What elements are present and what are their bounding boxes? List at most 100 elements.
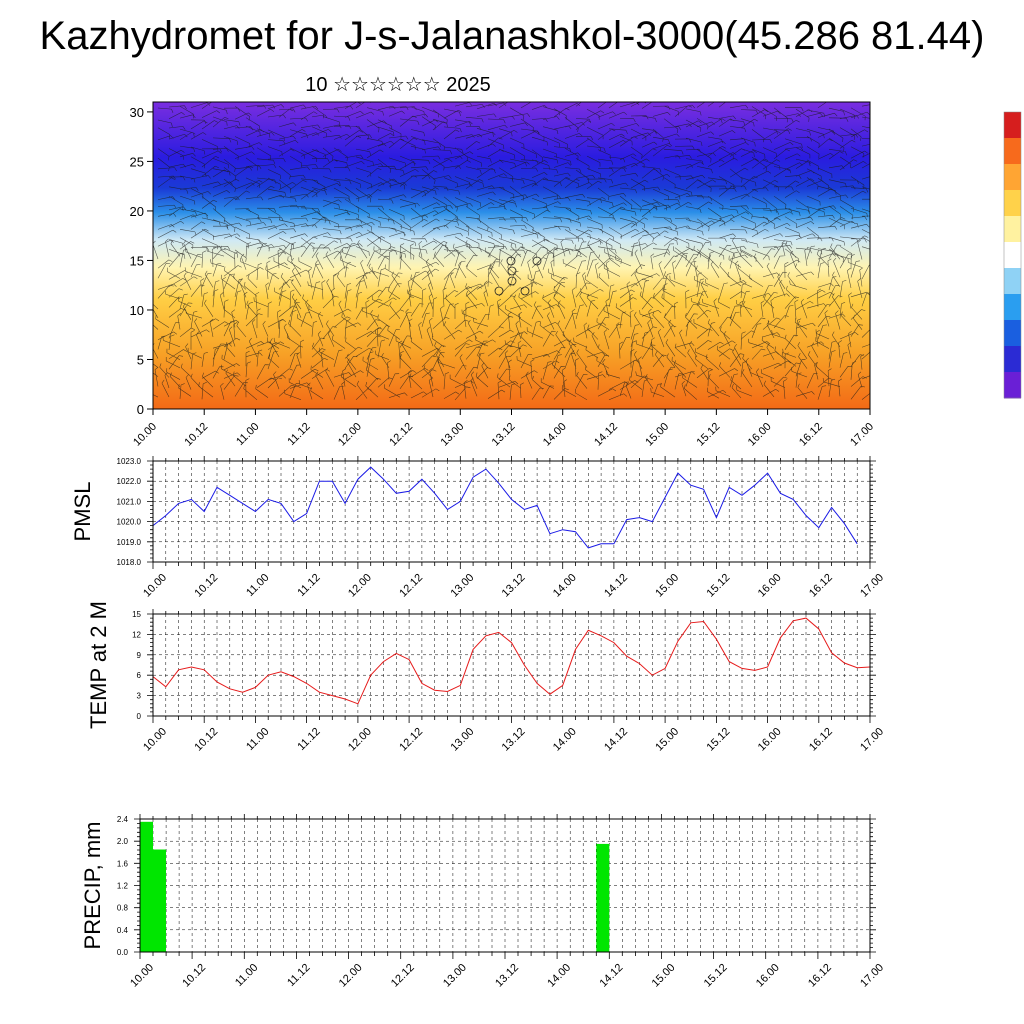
calm-wind-circle (507, 276, 517, 286)
y-tick-label: 20 (130, 204, 144, 219)
y-tick-label: 2.4 (117, 815, 129, 824)
x-tick-label: 14.00 (545, 962, 573, 990)
y-tick-label: 1.6 (117, 859, 129, 868)
panel-frame (152, 613, 871, 717)
x-tick-label: 10.12 (182, 421, 210, 449)
precip-bar (140, 821, 153, 952)
series-line (152, 466, 858, 549)
y-tick-label: 1019.0 (117, 538, 142, 547)
y-axis-label: PMSL (70, 482, 95, 542)
x-tick-label: 11.00 (233, 962, 260, 989)
precip-bar (153, 849, 166, 952)
y-ticks (147, 460, 876, 563)
colorbar (1003, 111, 1022, 399)
vertical-section-field (153, 102, 870, 409)
x-tick-label: 14.12 (602, 726, 630, 754)
y-tick-label: 1023.0 (117, 457, 142, 466)
x-tick-label: 11.00 (234, 421, 261, 448)
y-tick-label: 10 (130, 303, 144, 318)
colorbar-swatch (1004, 294, 1021, 321)
wind-barbs (153, 102, 870, 401)
y-ticks (134, 818, 876, 953)
precipitation-panel: 0.0 0.4 0.8 1.2 1.6 2.0 2.4 10.00 10.12 11.00 11.1… (80, 814, 886, 990)
y-tick-label: 0 (137, 402, 144, 417)
y-tick-label: 1022.0 (117, 477, 142, 486)
x-tick-label: 13.12 (500, 726, 528, 754)
grid-lines (140, 818, 870, 953)
x-ticks (139, 814, 871, 959)
x-tick-label: 11.12 (285, 962, 312, 989)
x-tick-label: 17.00 (858, 962, 886, 990)
x-tick-label: 10.12 (192, 572, 220, 600)
y-axis-label: PRECIP, mm (80, 822, 105, 950)
colorbar-swatch (1004, 138, 1021, 165)
x-tick-label: 14.12 (597, 962, 625, 990)
x-tick-label: 10.00 (141, 726, 169, 754)
x-tick-label: 10.12 (180, 962, 208, 990)
x-tick-label: 12.00 (337, 962, 365, 990)
wind-barb-field (153, 102, 870, 401)
calm-wind-circle (532, 256, 542, 266)
x-tick-label: 12.00 (346, 572, 374, 600)
x-tick-label: 14.12 (602, 572, 630, 600)
x-tick-label: 16.00 (746, 421, 774, 449)
x-tick-label: 10.00 (128, 962, 156, 990)
x-tick-label: 15.00 (653, 572, 681, 600)
temperature-panel: 0 3 6 9 12 15 10.00 10.12 11.00 11.12 12.00 12.12 13… (86, 601, 886, 754)
y-tick-label: 2.0 (117, 837, 129, 846)
colorbar-swatch (1004, 268, 1021, 295)
x-tick-label: 10.12 (192, 726, 220, 754)
x-tick-label: 13.12 (500, 572, 528, 600)
x-tick-label: 14.00 (551, 572, 579, 600)
y-tick-label: 30 (130, 105, 144, 120)
colorbar-frame (1003, 111, 1022, 399)
x-tick-label: 11.12 (285, 421, 312, 448)
y-tick-label: 15 (130, 253, 144, 268)
x-tick-label: 15.00 (643, 421, 671, 449)
y-tick-label: 9 (137, 651, 142, 660)
x-tick-label: 15.00 (653, 726, 681, 754)
precip-bar (596, 843, 610, 952)
x-tick-label: 14.00 (551, 726, 579, 754)
series-line (152, 617, 871, 705)
y-tick-label: 1.2 (117, 882, 129, 891)
x-tick-label: 12.00 (346, 726, 374, 754)
colorbar-swatch (1004, 346, 1021, 373)
pmsl-panel: 1018.0 1019.0 1020.0 1021.0 1022.0 1023.0 10.0… (70, 456, 886, 600)
x-tick-label: 16.12 (807, 726, 835, 754)
x-tick-label: 16.00 (756, 572, 784, 600)
x-tick-label: 11.12 (295, 726, 322, 753)
panel-frame (152, 460, 871, 563)
y-tick-label: 0.4 (117, 926, 129, 935)
x-tick-label: 15.12 (702, 962, 730, 990)
colorbar-swatch (1004, 164, 1021, 191)
x-tick-label: 16.12 (797, 421, 825, 449)
y-tick-label: 12 (132, 630, 141, 639)
x-tick-label: 16.00 (756, 726, 784, 754)
y-tick-label: 15 (132, 610, 141, 619)
y-tick-label: 0.8 (117, 904, 129, 913)
x-tick-label: 13.12 (490, 421, 518, 449)
y-tick-label: 5 (137, 352, 144, 367)
y-tick-label: 1020.0 (117, 518, 142, 527)
y-ticks (147, 613, 876, 717)
y-tick-label: 25 (130, 154, 144, 169)
x-tick-label: 13.00 (448, 572, 476, 600)
x-tick-label: 13.12 (493, 962, 521, 990)
vertical-section-panel: 0 5 10 15 20 25 30 10.00 10.12 11.00 11.12 12.00 12.… (130, 101, 876, 449)
y-axis-label: TEMP at 2 M (86, 601, 111, 729)
y-tick-label: 6 (137, 671, 142, 680)
calm-wind-circle (520, 286, 530, 296)
x-tick-label: 15.12 (705, 572, 733, 600)
x-tick-label: 11.12 (295, 572, 322, 599)
calm-wind-circle (507, 266, 517, 276)
x-tick-label: 12.12 (397, 726, 425, 754)
x-tick-label: 13.00 (438, 421, 466, 449)
x-tick-label: 16.12 (806, 962, 834, 990)
x-tick-label: 10.00 (141, 572, 169, 600)
y-tick-label: 0.0 (117, 948, 129, 957)
x-tick-label: 14.12 (592, 421, 620, 449)
x-tick-label: 13.00 (448, 726, 476, 754)
colorbar-swatch (1004, 112, 1021, 139)
